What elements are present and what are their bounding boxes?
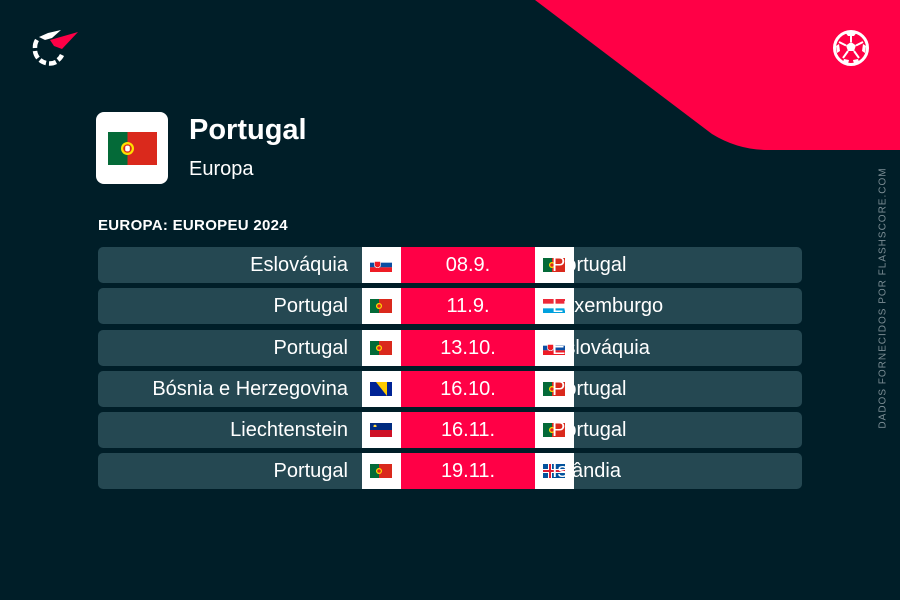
flashscore-logo-icon [32,30,78,66]
home-team-name: Portugal [273,336,349,359]
away-flag-icon [543,340,565,355]
home-flag-cell [362,329,401,366]
away-flag-icon [543,381,565,396]
home-flag-icon [370,464,392,479]
away-flag-icon [543,423,565,438]
away-team-name: Portugal [552,377,627,400]
away-flag-cell [535,329,574,366]
away-team-name: Luxemburgo [552,295,664,318]
away-team-name: Islândia [552,460,621,483]
home-flag-icon [370,423,392,438]
away-flag-icon [543,258,565,272]
soccer-ball-icon [833,30,869,66]
competition-title: EUROPA: EUROPEU 2024 [98,217,288,234]
away-flag-icon [543,464,565,479]
fixtures-list: Eslováquia 08.9. Portugal Portugal 11.9.… [98,247,802,495]
away-flag-cell [535,453,574,490]
match-date: 19.11. [401,453,535,490]
fixture-row: Eslováquia 08.9. Portugal [98,247,802,283]
away-flag-cell [535,370,574,407]
home-team-name: Portugal [273,460,349,483]
data-credit: DADOS FORNECIDOS POR FLASHSCORE.COM [877,167,889,429]
team-region: Europa [189,158,254,180]
away-flag-cell [535,412,574,449]
match-date: 13.10. [401,329,535,366]
home-team-name: Portugal [273,295,349,318]
away-team-name: Portugal [552,419,627,442]
away-team-name: Portugal [552,254,627,276]
away-flag-icon [543,299,565,314]
match-date: 08.9. [401,247,535,283]
away-flag-cell [535,247,574,283]
home-flag-cell [362,370,401,407]
home-team-name: Liechtenstein [230,419,348,442]
fixture-row: Portugal 11.9. Luxemburgo [98,288,802,325]
away-flag-cell [535,288,574,325]
home-team-name: Eslováquia [250,254,348,276]
home-flag-cell [362,453,401,490]
fixture-row: Portugal 19.11. Islândia [98,453,802,490]
home-flag-cell [362,247,401,283]
home-flag-icon [370,258,392,272]
fixture-row: Liechtenstein 16.11. Portugal [98,412,802,449]
home-flag-icon [370,340,392,355]
home-flag-cell [362,288,401,325]
team-flag-card [96,112,168,184]
home-flag-cell [362,412,401,449]
match-date: 16.10. [401,370,535,407]
home-flag-icon [370,381,392,396]
home-team-name: Bósnia e Herzegovina [152,377,348,400]
match-date: 16.11. [401,412,535,449]
away-team-name: Eslováquia [552,336,650,359]
fixture-row: Bósnia e Herzegovina 16.10. Portugal [98,370,802,407]
home-flag-icon [370,299,392,314]
portugal-flag-icon [107,131,157,165]
fixture-row: Portugal 13.10. Eslováquia [98,329,802,366]
team-name: Portugal [189,114,307,146]
match-date: 11.9. [401,288,535,325]
